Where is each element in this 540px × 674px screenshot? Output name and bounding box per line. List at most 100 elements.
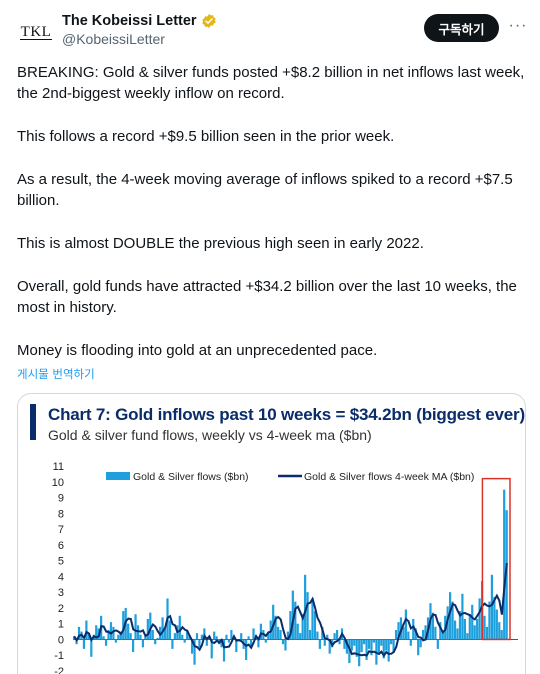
flow-bar — [483, 615, 486, 640]
flow-bar — [348, 639, 351, 664]
flow-bar — [222, 639, 226, 662]
tweet-paragraph: Overall, gold funds have attracted +$34.… — [17, 278, 517, 316]
y-tick-label: 7 — [58, 524, 64, 536]
flow-bar — [151, 630, 154, 640]
flow-bar — [380, 639, 383, 646]
flow-bar — [372, 639, 376, 643]
flow-bar — [471, 604, 474, 640]
flow-bar — [104, 639, 108, 646]
flow-bar — [195, 633, 199, 640]
flow-bar — [85, 620, 88, 640]
verified-badge-icon — [201, 14, 216, 28]
flow-bar — [503, 489, 506, 640]
flow-bar — [424, 625, 427, 640]
chart-subtitle: Gold & silver fund flows, weekly vs 4-we… — [48, 427, 372, 443]
flow-bar — [304, 574, 307, 640]
flow-bar — [210, 639, 213, 659]
tweet-paragraph: As a result, the 4-week moving average o… — [17, 171, 513, 209]
legend-label-ma: Gold & Silver flows 4-week MA ($bn) — [304, 471, 474, 483]
flow-bar — [505, 510, 508, 640]
flow-bar — [363, 639, 366, 645]
flow-bar — [441, 631, 444, 640]
flow-bar — [498, 622, 501, 640]
flow-bar — [495, 609, 498, 640]
tweet-paragraph: This follows a record +$9.5 billion seen… — [17, 128, 395, 145]
flow-bar — [213, 631, 216, 640]
flow-bar — [500, 630, 503, 640]
flow-bar — [392, 639, 395, 653]
flow-bar — [161, 617, 164, 640]
flow-bar — [397, 622, 400, 640]
y-tick-label: 1 — [58, 619, 64, 631]
flow-bar — [326, 634, 329, 640]
highlight-box — [481, 477, 511, 641]
flow-bar — [193, 639, 196, 665]
tweet-paragraph: BREAKING: Gold & silver funds posted +$8… — [17, 64, 525, 102]
avatar[interactable]: TKL — [16, 12, 56, 52]
y-tick-label: 3 — [58, 587, 64, 599]
media-image-chart[interactable]: Chart 7: Gold inflows past 10 weeks = $3… — [17, 393, 526, 674]
flow-bar — [350, 639, 353, 651]
ma-line — [73, 562, 508, 658]
flow-bar — [267, 633, 270, 640]
flow-bar — [333, 633, 336, 640]
flow-bar — [390, 639, 393, 645]
flow-bar — [439, 622, 442, 640]
translate-post-link[interactable]: 게시물 번역하기 — [17, 367, 95, 381]
flow-bar — [215, 636, 218, 640]
author-block: The Kobeissi Letter @KobeissiLetter — [62, 13, 217, 47]
flow-bar — [171, 639, 174, 649]
flow-bar — [227, 639, 231, 643]
flow-bar — [144, 636, 147, 640]
flow-bar — [186, 630, 189, 640]
flow-bar — [122, 611, 125, 640]
flow-bar — [112, 626, 115, 640]
flow-bar — [139, 634, 142, 640]
flow-bar — [311, 598, 314, 640]
flow-bar — [456, 628, 459, 640]
flow-bar — [245, 639, 248, 660]
flow-bar — [318, 639, 321, 649]
flow-bar — [345, 639, 349, 654]
flow-bar — [476, 618, 479, 640]
y-tick-label: 11 — [53, 461, 64, 473]
flow-bar — [434, 626, 437, 640]
subscribe-button[interactable]: 구독하기 — [424, 14, 499, 42]
flow-bar — [382, 639, 385, 659]
flow-bar — [463, 618, 466, 640]
tweet-paragraph: Money is flooding into gold at an unprec… — [17, 342, 378, 359]
flow-bar — [321, 626, 324, 640]
flow-bar — [146, 618, 149, 640]
flow-bar — [95, 625, 98, 640]
flow-bar — [134, 614, 137, 640]
flow-bar — [240, 633, 243, 640]
y-tick-label: 6 — [58, 540, 64, 552]
display-name[interactable]: The Kobeissi Letter — [62, 13, 197, 29]
flow-bar — [409, 639, 412, 646]
y-tick-label: 9 — [58, 493, 64, 505]
handle[interactable]: @KobeissiLetter — [62, 31, 165, 47]
chart-title-accent-bar — [30, 404, 36, 440]
display-name-row[interactable]: The Kobeissi Letter — [62, 13, 217, 29]
flow-bar — [323, 639, 326, 646]
flow-bar — [198, 639, 201, 648]
flow-bar — [252, 628, 255, 640]
flow-bar — [488, 601, 491, 640]
y-tick-label: 0 — [58, 634, 64, 646]
y-tick-label: -2 — [54, 666, 64, 674]
flow-bar — [299, 633, 302, 640]
flow-bar — [394, 630, 398, 640]
flow-bar — [117, 634, 120, 640]
more-options-icon[interactable]: ··· — [508, 17, 528, 34]
flow-bar — [289, 611, 292, 640]
flow-bar — [281, 639, 285, 645]
flow-bar — [168, 620, 172, 640]
tweet-paragraph: This is almost DOUBLE the previous high … — [17, 235, 424, 252]
flow-bar — [190, 639, 194, 654]
flow-bar — [296, 623, 299, 640]
tweet-text: BREAKING: Gold & silver funds posted +$8… — [17, 62, 527, 361]
y-tick-label: 4 — [58, 571, 64, 583]
flow-bar — [414, 628, 417, 640]
flow-bar — [338, 639, 341, 645]
